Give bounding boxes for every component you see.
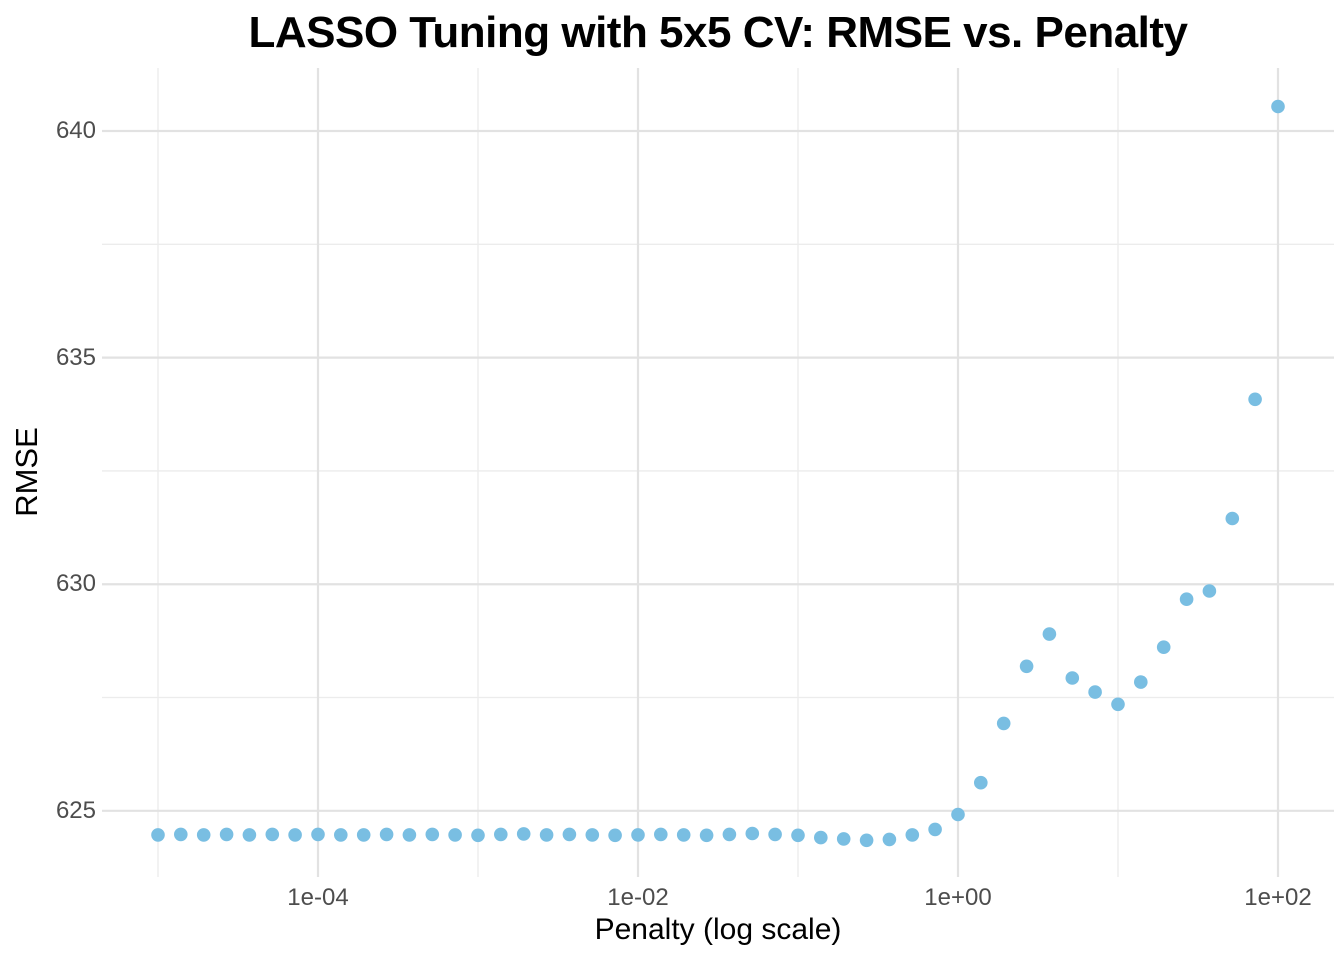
scatter-point (631, 828, 645, 842)
x-tick-label-1e-02: 1e-02 (607, 884, 669, 911)
x-tick-label-1e+00: 1e+00 (924, 884, 992, 911)
scatter-point (1202, 584, 1217, 598)
y-tick-label-640: 640 (55, 117, 96, 144)
y-axis-title: RMSE (9, 427, 44, 517)
scatter-point (791, 828, 805, 843)
scatter-point (882, 832, 897, 847)
scatter-point (814, 830, 828, 845)
scatter-point (219, 827, 234, 842)
scatter-point (402, 828, 417, 842)
scatter-point (859, 833, 874, 848)
scatter-point (311, 827, 325, 842)
scatter-point (425, 827, 440, 842)
scatter-point (174, 827, 188, 842)
scatter-point (265, 827, 280, 842)
scatter-point (745, 826, 760, 841)
y-tick-label-630: 630 (55, 570, 96, 597)
scatter-point (1156, 640, 1171, 654)
scatter-point (539, 828, 554, 842)
scatter-point (951, 807, 965, 822)
scatter-point (356, 828, 371, 842)
scatter-point (768, 827, 782, 842)
scatter-point (288, 828, 302, 842)
scatter-point (1042, 627, 1057, 641)
y-tick-label-635: 635 (55, 344, 96, 371)
scatter-point (1179, 592, 1194, 606)
chart-title: LASSO Tuning with 5x5 CV: RMSE vs. Penal… (248, 8, 1188, 57)
scatter-point (471, 828, 485, 843)
scatter-point (1134, 675, 1148, 689)
scatter-point (379, 827, 394, 842)
scatter-point (1065, 671, 1080, 685)
scatter-point (494, 827, 508, 842)
scatter-point (516, 827, 531, 841)
x-tick-label-1e+02: 1e+02 (1244, 884, 1312, 911)
scatter-point (1248, 392, 1262, 407)
scatter-point (974, 775, 988, 790)
scatter-point (699, 828, 714, 843)
scatter-point (242, 828, 257, 842)
scatter-point (836, 832, 851, 846)
scatter-point (676, 828, 691, 842)
scatter-point (1111, 697, 1125, 712)
scatter-point (334, 828, 348, 842)
scatter-point (608, 828, 622, 843)
scatter-point (1088, 685, 1102, 699)
x-tick-label-1e-04: 1e-04 (287, 884, 349, 911)
scatter-point (562, 827, 577, 842)
scatter-point (196, 828, 211, 842)
scatter-point (928, 822, 942, 837)
scatter-point (654, 827, 668, 842)
scatter-point (585, 828, 600, 842)
scatter-point (996, 716, 1011, 731)
scatter-point (1271, 99, 1285, 114)
scatter-point (151, 828, 165, 842)
y-tick-label-625: 625 (55, 797, 96, 824)
scatter-point (448, 828, 462, 842)
scatter-point (1225, 511, 1240, 526)
x-axis-title: Penalty (log scale) (594, 913, 842, 946)
scatter-point (722, 827, 737, 842)
scatter-point (905, 828, 920, 842)
scatter-point (1019, 659, 1034, 674)
